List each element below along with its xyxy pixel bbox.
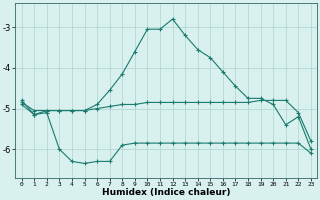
- X-axis label: Humidex (Indice chaleur): Humidex (Indice chaleur): [102, 188, 230, 197]
